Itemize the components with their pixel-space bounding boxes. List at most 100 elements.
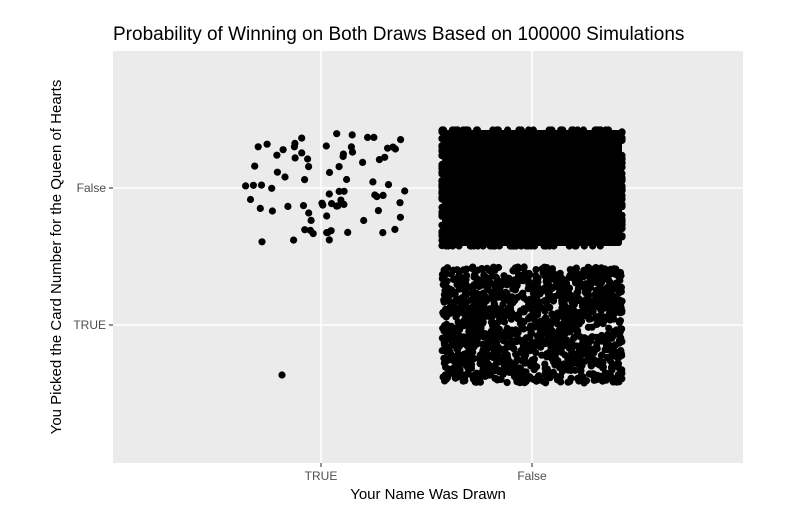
data-point bbox=[535, 298, 544, 306]
data-point bbox=[273, 168, 281, 176]
data-point bbox=[446, 290, 455, 298]
data-point bbox=[513, 281, 521, 289]
data-point bbox=[557, 341, 565, 349]
data-point bbox=[578, 347, 586, 355]
data-point bbox=[515, 271, 523, 279]
data-point bbox=[497, 346, 505, 354]
data-point bbox=[596, 242, 604, 250]
data-point bbox=[593, 268, 601, 276]
data-point bbox=[455, 272, 463, 280]
data-point bbox=[439, 308, 447, 316]
data-point bbox=[479, 242, 487, 250]
data-point bbox=[603, 299, 611, 307]
data-point bbox=[525, 298, 533, 306]
data-point bbox=[557, 126, 565, 134]
data-point bbox=[491, 374, 499, 382]
data-point bbox=[588, 279, 596, 287]
data-point bbox=[291, 154, 299, 162]
data-point bbox=[547, 286, 555, 294]
data-point bbox=[618, 200, 626, 208]
data-point bbox=[541, 307, 549, 315]
data-point bbox=[513, 372, 522, 380]
data-point bbox=[518, 349, 526, 357]
data-point bbox=[611, 285, 619, 293]
dense-point-cloud bbox=[442, 130, 622, 246]
data-point bbox=[541, 284, 549, 292]
x-tick-label: TRUE bbox=[305, 469, 338, 483]
data-point bbox=[574, 126, 582, 134]
data-point bbox=[483, 264, 491, 272]
data-point bbox=[571, 242, 579, 250]
gridlines bbox=[113, 51, 743, 463]
data-point bbox=[442, 242, 450, 250]
data-point bbox=[485, 334, 493, 342]
data-point bbox=[440, 359, 448, 367]
data-point bbox=[391, 225, 399, 233]
data-point bbox=[580, 273, 588, 281]
data-point bbox=[373, 193, 381, 201]
data-point bbox=[588, 323, 596, 331]
data-point bbox=[576, 375, 584, 383]
data-point bbox=[534, 337, 542, 345]
data-point bbox=[522, 275, 530, 283]
data-point bbox=[526, 322, 535, 330]
data-point bbox=[589, 274, 597, 282]
data-point bbox=[609, 292, 617, 300]
data-point bbox=[507, 315, 515, 323]
data-point bbox=[306, 226, 314, 234]
data-point bbox=[381, 153, 389, 161]
data-point bbox=[290, 236, 298, 244]
data-point bbox=[558, 299, 566, 307]
data-point bbox=[529, 359, 538, 367]
data-point bbox=[459, 309, 467, 317]
data-point bbox=[335, 163, 343, 171]
data-point bbox=[364, 133, 372, 141]
data-point bbox=[618, 169, 626, 178]
data-point bbox=[582, 335, 590, 343]
data-point bbox=[618, 183, 626, 191]
data-point bbox=[284, 202, 292, 210]
data-point bbox=[547, 275, 556, 283]
data-point bbox=[476, 359, 484, 368]
data-point bbox=[513, 357, 521, 365]
data-point bbox=[254, 143, 262, 151]
data-point bbox=[517, 307, 525, 315]
data-point bbox=[348, 131, 356, 139]
data-point bbox=[593, 301, 601, 309]
data-point bbox=[604, 330, 612, 339]
data-point bbox=[562, 329, 570, 337]
data-point bbox=[618, 306, 626, 315]
data-point bbox=[551, 312, 560, 320]
data-point bbox=[479, 346, 487, 354]
data-point bbox=[439, 126, 447, 134]
data-point bbox=[469, 264, 477, 272]
data-point bbox=[543, 264, 551, 272]
data-point bbox=[462, 282, 470, 290]
data-point bbox=[480, 271, 488, 279]
y-tick-label: False bbox=[77, 181, 107, 195]
data-point bbox=[606, 310, 614, 318]
data-point bbox=[347, 143, 355, 151]
data-point bbox=[517, 242, 525, 250]
data-point bbox=[617, 272, 625, 280]
data-point bbox=[462, 126, 470, 134]
data-point bbox=[305, 163, 313, 171]
data-point bbox=[611, 305, 620, 313]
data-point bbox=[477, 330, 485, 338]
data-point bbox=[599, 374, 607, 382]
data-point bbox=[472, 370, 480, 378]
chart-title: Probability of Winning on Both Draws Bas… bbox=[113, 24, 684, 45]
data-point bbox=[452, 313, 460, 321]
data-point bbox=[565, 344, 573, 352]
data-point bbox=[581, 289, 590, 297]
data-point bbox=[468, 303, 476, 311]
data-point bbox=[520, 342, 528, 350]
data-point bbox=[474, 305, 482, 313]
data-point bbox=[550, 242, 558, 250]
data-point bbox=[544, 374, 552, 382]
data-point bbox=[531, 242, 539, 250]
data-point bbox=[438, 146, 446, 154]
data-point bbox=[532, 266, 540, 274]
data-point bbox=[563, 323, 571, 331]
data-point bbox=[486, 370, 494, 378]
